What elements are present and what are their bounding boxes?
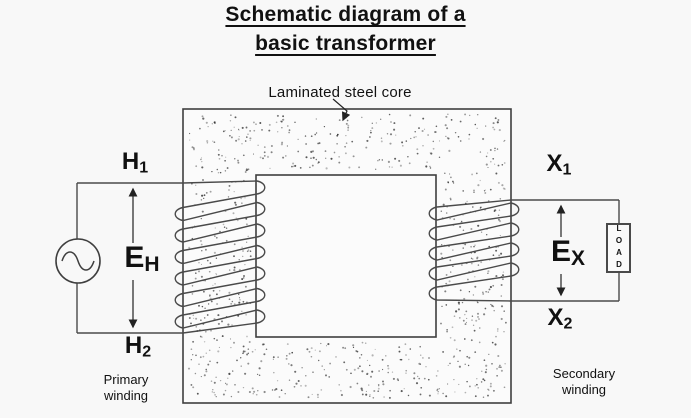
primary-winding-caption: Primary winding <box>103 372 149 403</box>
title-line-2: basic transformer <box>255 32 436 55</box>
core-window-rect <box>255 174 437 338</box>
terminal-h1: H1 <box>121 148 149 177</box>
sine-wave-icon <box>61 251 95 271</box>
leader-arrow-icon <box>332 98 351 122</box>
terminal-x2: X2 <box>547 304 573 333</box>
primary-coil <box>174 180 266 334</box>
load-label: LOAD <box>614 224 624 272</box>
core-stipple-texture <box>187 113 507 399</box>
page-title: Schematic diagram of a basic transformer <box>0 1 691 59</box>
secondary-voltage-label: EX <box>548 237 588 274</box>
terminal-x1: X1 <box>546 150 572 179</box>
title-line-1: Schematic diagram of a <box>225 3 466 26</box>
core-label: Laminated steel core <box>268 84 412 101</box>
primary-voltage-label: EH <box>122 243 162 280</box>
terminal-h2: H2 <box>124 332 152 361</box>
ac-source-icon <box>55 238 101 284</box>
secondary-coil <box>428 199 520 302</box>
load-box: LOAD <box>606 223 631 273</box>
secondary-winding-caption: Secondary winding <box>552 366 616 397</box>
